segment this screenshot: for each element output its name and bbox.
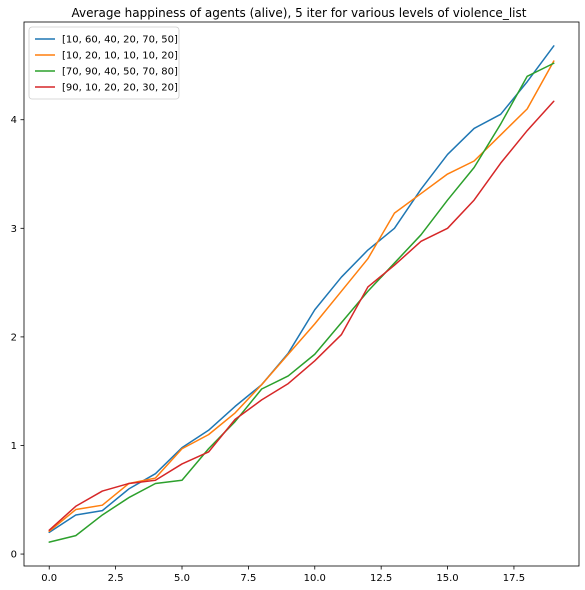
axes-frame [23, 21, 580, 567]
y-tick-label: 4 [11, 115, 17, 126]
legend-label-2: [10, 20, 10, 10, 10, 20] [62, 51, 178, 62]
chart-title: Average happiness of agents (alive), 5 i… [72, 6, 527, 20]
x-tick-label: 0.0 [41, 573, 57, 584]
series-line-2 [48, 60, 555, 532]
series-line-4 [48, 100, 555, 531]
legend: [10, 60, 40, 20, 70, 50] [10, 20, 10, 10,… [28, 26, 180, 100]
x-tick-label: 5.0 [174, 573, 190, 584]
y-axis: 0 1 2 3 4 [11, 115, 24, 561]
series-line-3 [48, 62, 555, 543]
y-tick-label: 0 [11, 550, 17, 561]
y-tick-label: 3 [11, 224, 17, 235]
x-tick-label: 7.5 [240, 573, 256, 584]
x-tick-label: 15.0 [436, 573, 458, 584]
legend-label-1: [10, 60, 40, 20, 70, 50] [62, 35, 178, 46]
plot-area: 0.0 2.5 5.0 7.5 10.0 12.5 15.0 17.5 0 1 2 3 4 [11, 21, 580, 584]
series-layer [48, 45, 555, 543]
y-tick-label: 1 [11, 441, 17, 452]
y-tick-label: 2 [11, 332, 17, 343]
x-tick-label: 12.5 [370, 573, 392, 584]
legend-frame [28, 26, 180, 100]
x-tick-label: 10.0 [304, 573, 326, 584]
legend-label-4: [90, 10, 20, 20, 30, 20] [62, 83, 178, 94]
x-axis: 0.0 2.5 5.0 7.5 10.0 12.5 15.0 17.5 [41, 566, 525, 584]
legend-label-3: [70, 90, 40, 50, 70, 80] [62, 67, 178, 78]
x-tick-label: 17.5 [503, 573, 525, 584]
series-line-1 [48, 45, 555, 534]
x-tick-label: 2.5 [108, 573, 124, 584]
